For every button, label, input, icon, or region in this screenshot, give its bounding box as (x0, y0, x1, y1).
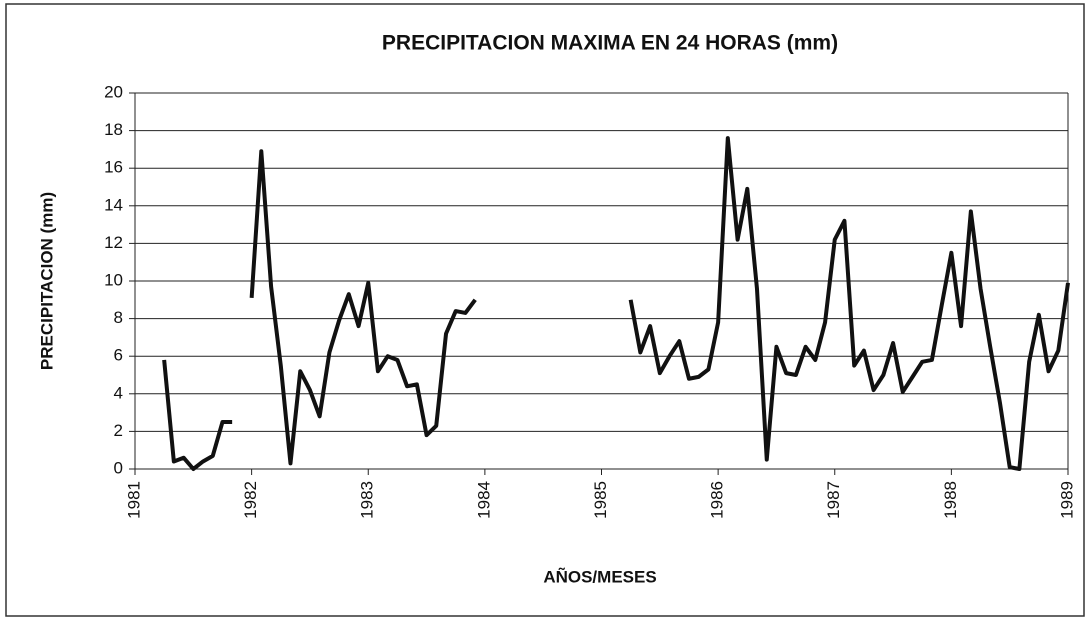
y-tick-label: 2 (114, 421, 123, 440)
y-tick-label: 20 (104, 82, 123, 101)
x-tick-label: 1981 (124, 481, 143, 519)
x-axis-label: AÑOS/MESES (543, 566, 656, 586)
x-tick-label: 1987 (824, 481, 843, 519)
y-axis-label: PRECIPITACION (mm) (37, 192, 56, 370)
x-tick-label: 1982 (241, 481, 260, 519)
y-tick-label: 8 (114, 308, 123, 327)
x-tick-label: 1985 (591, 481, 610, 519)
chart-frame (5, 3, 1085, 617)
data-line (162, 136, 1070, 471)
y-tick-label: 4 (114, 383, 123, 402)
y-tick-label: 18 (104, 120, 123, 139)
y-tick-label: 12 (104, 233, 123, 252)
y-tick-label: 6 (114, 346, 123, 365)
x-tick-label: 1988 (941, 481, 960, 519)
y-tick-label: 16 (104, 158, 123, 177)
x-tick-label: 1986 (708, 481, 727, 519)
chart-title: PRECIPITACION MAXIMA EN 24 HORAS (mm) (382, 32, 838, 55)
y-tick-label: 0 (114, 458, 123, 477)
y-tick-label: 10 (104, 270, 123, 289)
x-tick-label: 1983 (358, 481, 377, 519)
x-tick-label: 1984 (474, 481, 493, 519)
x-tick-label: 1989 (1057, 481, 1076, 519)
y-tick-label: 14 (104, 195, 123, 214)
